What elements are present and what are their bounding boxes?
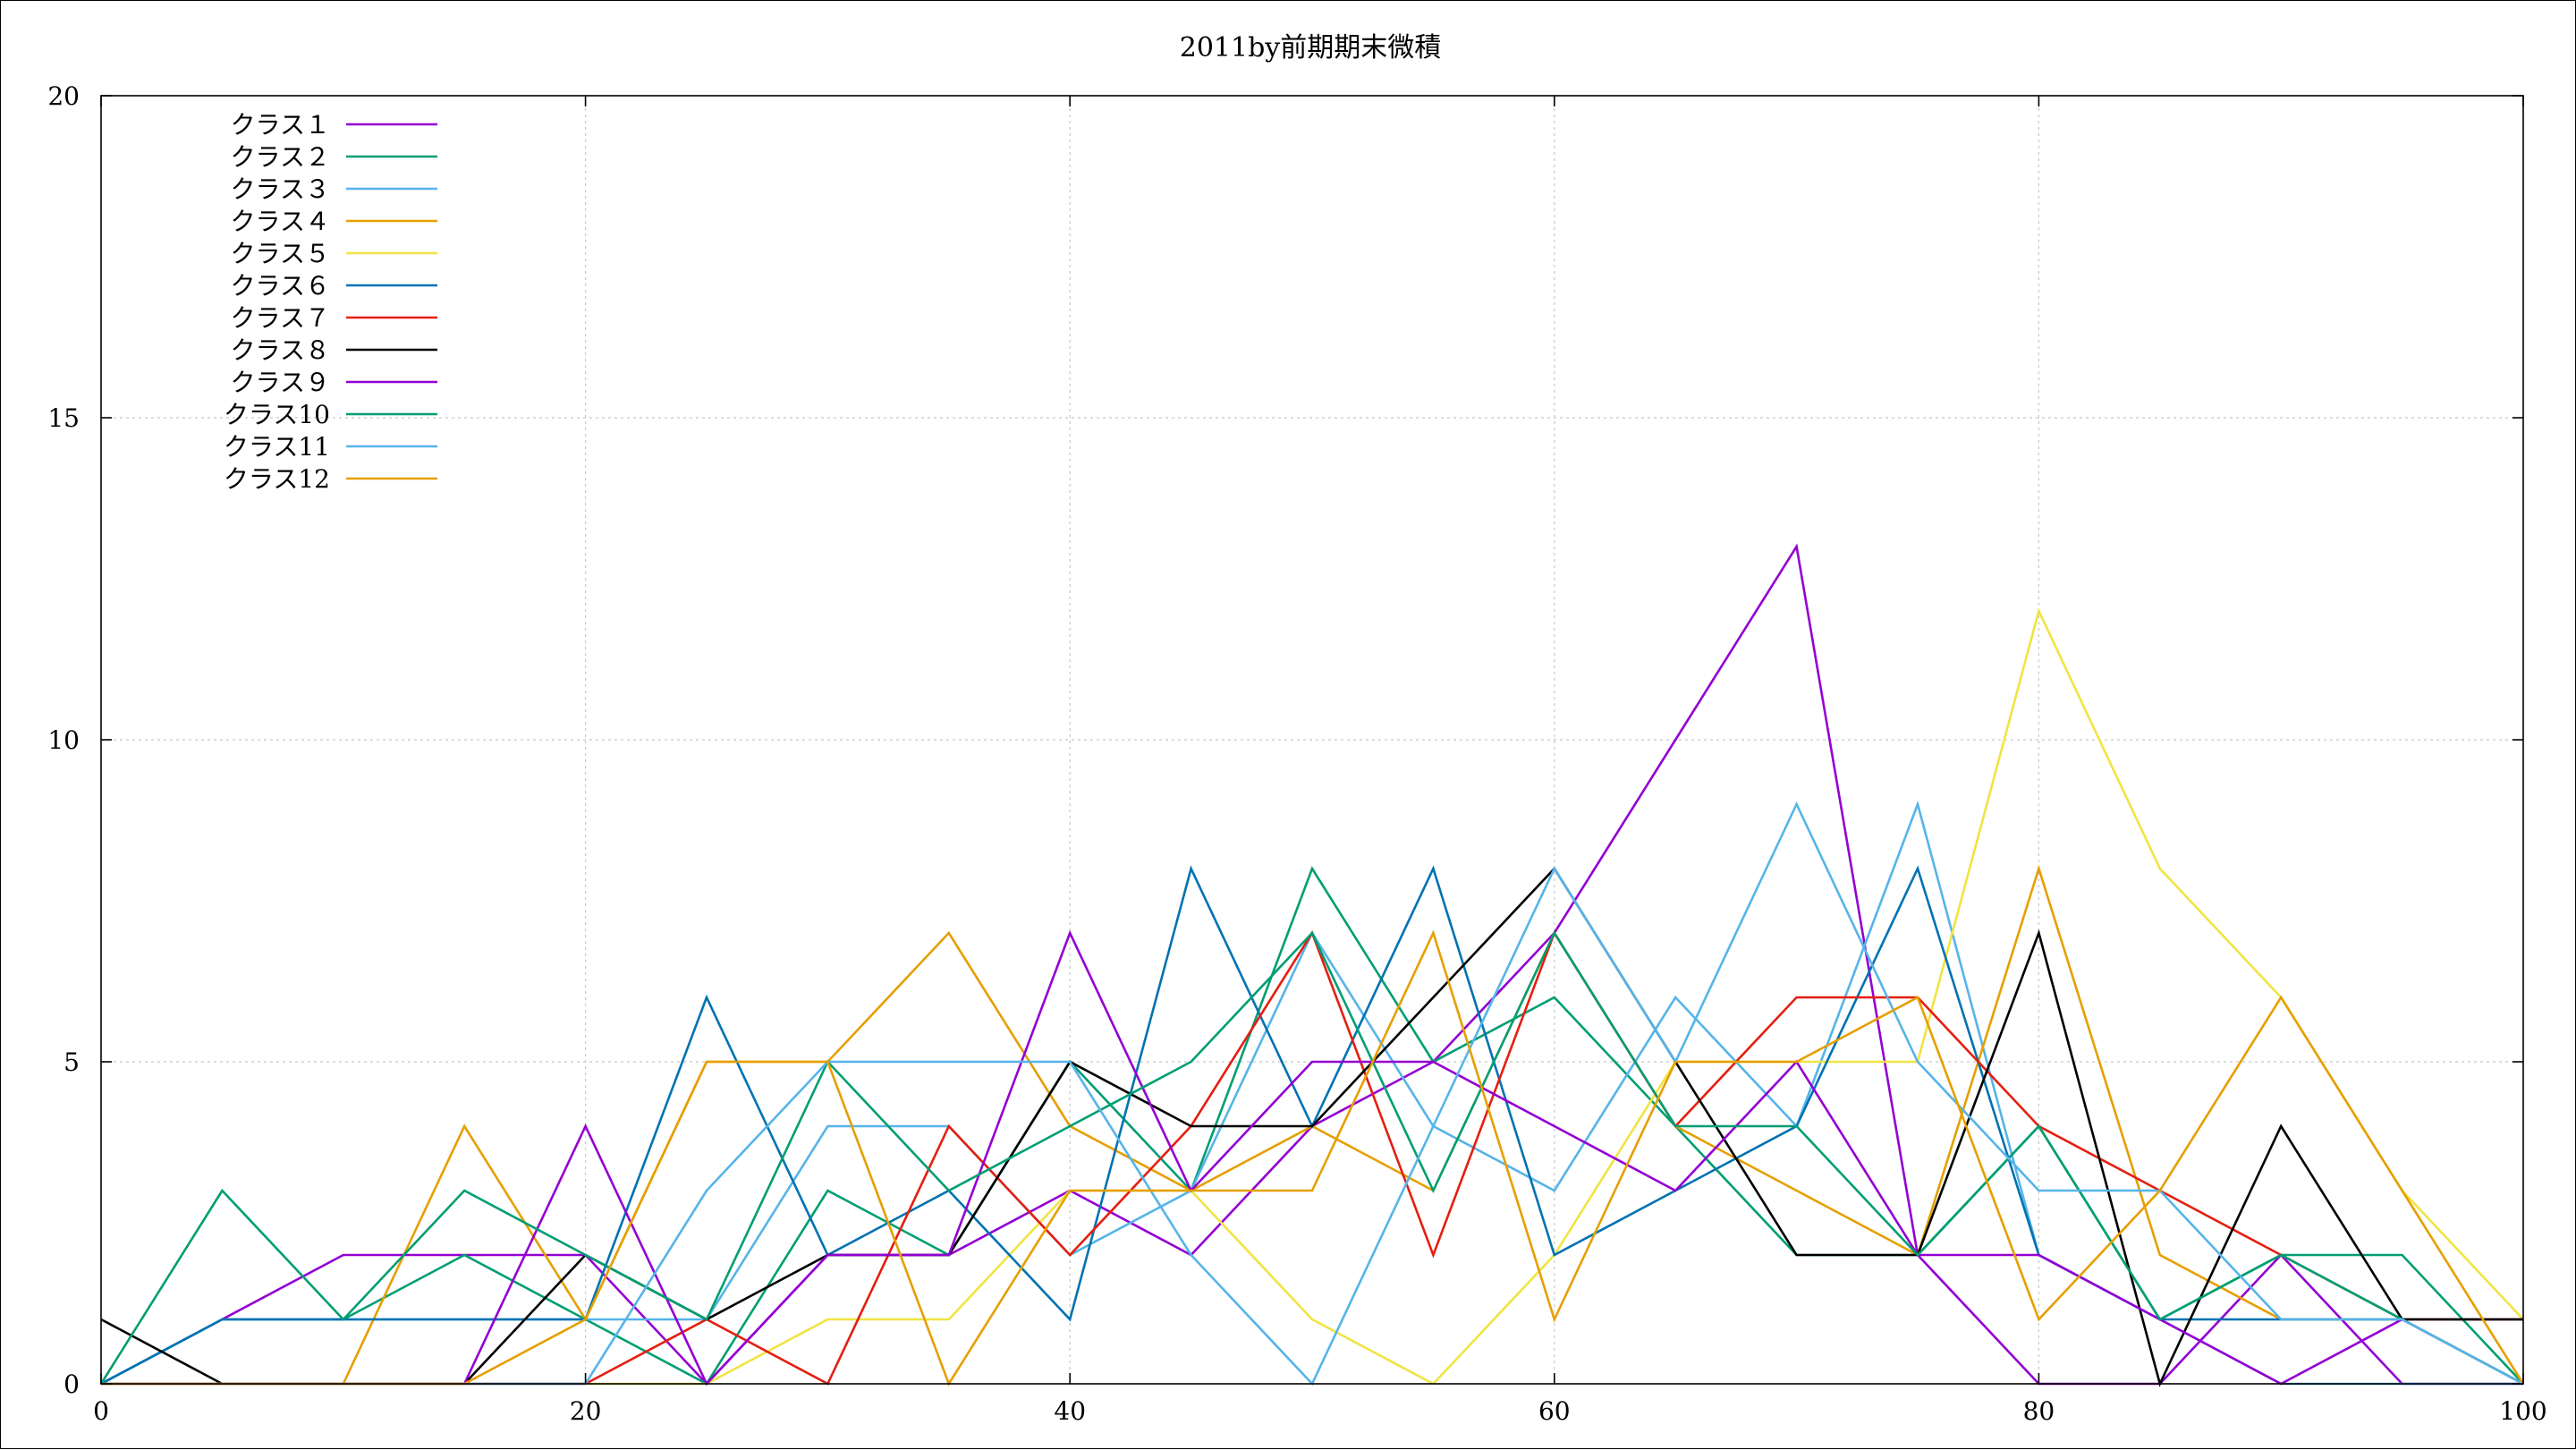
series-line-12 [101, 929, 2525, 1386]
series-lines [99, 543, 2525, 1387]
legend-label: クラス９ [231, 368, 330, 397]
axis-ticks: 0 20 40 60 80 100 0 5 10 15 20 [47, 81, 2546, 1426]
legend-label: クラス１ [231, 110, 330, 140]
x-tick-label: 40 [1054, 1396, 1086, 1426]
legend-label: クラス２ [231, 142, 330, 172]
x-tick-label: 0 [93, 1396, 109, 1426]
legend-label: クラス10 [224, 400, 330, 429]
series-line-10 [99, 930, 2524, 1386]
legend-label: クラス６ [231, 271, 330, 301]
x-tick-label: 100 [2499, 1396, 2546, 1426]
series-line-9 [101, 929, 2524, 1386]
chart-title: 2011by前期期末微積 [1180, 32, 1442, 64]
legend-label: クラス３ [231, 174, 330, 204]
series-line-7 [101, 930, 2523, 1386]
y-tick-label: 15 [47, 403, 80, 433]
legend-label: クラス４ [231, 207, 330, 236]
legend-label: クラス７ [231, 303, 330, 333]
legend-label: クラス８ [231, 335, 330, 365]
x-tick-label: 60 [1538, 1396, 1571, 1426]
legend-label: クラス11 [224, 432, 330, 462]
legend-label: クラス12 [224, 464, 330, 494]
series-line-1 [100, 543, 2523, 1386]
grid-lines [101, 96, 2523, 1384]
y-tick-label: 5 [64, 1047, 80, 1077]
series-line-3 [100, 800, 2523, 1386]
legend-label: クラス５ [231, 239, 330, 268]
series-line-5 [101, 607, 2524, 1386]
y-tick-label: 0 [64, 1369, 80, 1399]
series-line-11 [101, 801, 2524, 1386]
x-tick-label: 80 [2023, 1396, 2055, 1426]
x-tick-label: 20 [570, 1396, 602, 1426]
y-tick-label: 20 [47, 81, 80, 111]
y-tick-label: 10 [47, 725, 80, 755]
